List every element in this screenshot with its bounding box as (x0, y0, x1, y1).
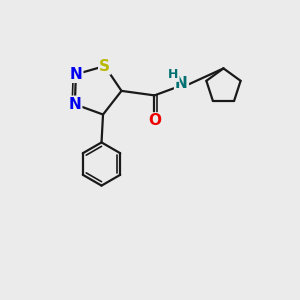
Text: N: N (68, 97, 81, 112)
Text: O: O (148, 113, 161, 128)
Text: H: H (168, 68, 178, 81)
Text: N: N (70, 67, 82, 82)
Text: S: S (99, 58, 110, 74)
Text: N: N (175, 76, 188, 91)
